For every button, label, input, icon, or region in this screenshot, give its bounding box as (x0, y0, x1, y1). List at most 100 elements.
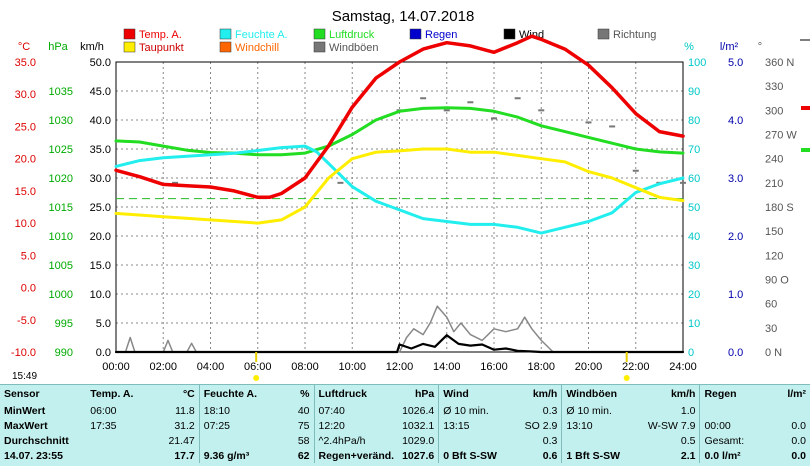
cell: 1.0 (680, 404, 696, 417)
y-tick-hpa: 1025 (49, 144, 73, 156)
x-tick-label: 04:00 (197, 361, 225, 373)
y-tick-temp: 35.0 (15, 57, 36, 69)
chart-series (114, 34, 686, 354)
y-tick-hpa: 1035 (49, 86, 73, 98)
direction-mark (491, 117, 497, 120)
y-tick-temp: 0.0 (21, 283, 36, 295)
cell: 1032.1 (402, 419, 435, 432)
y-tick-deg: 120 (765, 250, 783, 262)
series-line-feuchte-a- (114, 144, 685, 235)
direction-mark (467, 101, 474, 104)
y-tick-pct: 20 (688, 289, 700, 301)
axis-unit-pct: % (684, 41, 694, 53)
y-tick-deg: 330 (765, 81, 783, 93)
row-label: Durchschnitt (4, 434, 69, 447)
axis-unit-lm2: l/m² (720, 41, 739, 53)
x-tick-label: 12:00 (386, 361, 414, 373)
hdr-boeen-unit: km/h (670, 388, 696, 400)
cell: 00:00 (699, 418, 765, 433)
y-tick-deg: 270 W (765, 130, 797, 142)
x-axis: 00:00 02:00 04:00 06:00 08:00 10:00 12:00 14:00… (102, 352, 697, 381)
y-tick-pct: 50 (688, 202, 700, 214)
cell: 0.5 (680, 434, 696, 447)
hdr-wind: Wind (438, 385, 521, 403)
y-tick-lm2: 3.0 (728, 173, 743, 185)
y-tick-hpa: 1030 (49, 115, 73, 127)
y-tick-hpa: 990 (55, 347, 73, 359)
cell (198, 433, 276, 448)
direction-mark (609, 125, 616, 128)
y-tick-kmh: 45.0 (90, 86, 111, 98)
y-tick-deg: 240 (765, 154, 783, 166)
y-tick-temp: 20.0 (15, 154, 36, 166)
hdr-druck: Luftdruck (313, 385, 399, 403)
cell: 0.6 (542, 449, 558, 462)
y-tick-kmh: 40.0 (90, 115, 111, 127)
cell: Gesamt: (699, 433, 765, 448)
legend-label: Windchill (235, 42, 279, 54)
cell: 17:35 (90, 419, 117, 432)
axis-unit-deg: ° (758, 41, 762, 53)
legend-label: Luftdruck (329, 29, 375, 41)
cell: 1027.6 (402, 449, 435, 462)
legend-label: Richtung (613, 29, 656, 41)
row-label: 14.07. 23:55 (4, 449, 63, 462)
y-tick-deg: 60 (765, 299, 777, 311)
cell: 31.2 (174, 419, 195, 432)
y-tick-kmh: 30.0 (90, 173, 111, 185)
x-tick-label: 06:00 (244, 361, 272, 373)
axis-labels: °C hPa km/h% l/m² ° (18, 41, 762, 53)
y-tick-hpa: 1005 (49, 260, 73, 272)
y-tick-deg: 360 N (765, 57, 794, 69)
cell (561, 433, 644, 448)
cell: 1 Bft S-SW (561, 448, 644, 463)
hdr-feuchte: Feuchte A. (198, 385, 276, 403)
x-tick-label: 10:00 (338, 361, 366, 373)
cell (86, 448, 161, 463)
chart-grid (115, 61, 684, 353)
cell: 58 (297, 434, 310, 447)
cell: Ø 10 min. (561, 403, 644, 418)
legend-swatch (503, 28, 516, 40)
y-tick-lm2: 0.0 (728, 347, 743, 359)
hdr-temp-unit: °C (182, 388, 195, 400)
cell: 0.0 (791, 449, 806, 462)
y-tick-pct: 30 (688, 260, 700, 272)
cell: Regen+veränd. (313, 448, 399, 463)
legend-swatch (409, 28, 422, 40)
summary-table: Sensor Temp. A. °C Feuchte A. % Luftdruc… (0, 384, 810, 466)
legend-label: Windböen (329, 42, 379, 54)
y-tick-pct: 80 (688, 115, 700, 127)
direction-mark (514, 97, 521, 100)
direction-mark (632, 169, 639, 172)
right-edge-legend-stub (800, 39, 810, 152)
summary-row-avg: Durchschnitt 21.47 58 ^2.4hPa/h 1029.0 0… (0, 433, 810, 448)
x-tick-label: 24:00 (669, 361, 697, 373)
hdr-wind-unit: km/h (532, 388, 558, 400)
cell: 12:20 (313, 418, 399, 433)
y-tick-lm2: 4.0 (728, 115, 743, 127)
legend-swatch (313, 28, 326, 40)
hdr-feuchte-unit: % (300, 388, 310, 400)
direction-mark (443, 109, 450, 112)
direction-mark (420, 97, 427, 100)
y-tick-temp: -5.0 (17, 315, 36, 327)
cell: 17.7 (174, 449, 195, 462)
legend-label: Temp. A. (139, 29, 182, 41)
y-tick-kmh: 5.0 (96, 318, 111, 330)
series-line-wind (114, 334, 685, 354)
hdr-temp: Temp. A. (90, 388, 134, 400)
hdr-regen-unit: l/m² (787, 388, 806, 400)
y-tick-temp: -10.0 (11, 347, 36, 359)
y-tick-kmh: 50.0 (90, 57, 111, 69)
chart-title: Samstag, 14.07.2018 (332, 8, 475, 25)
y-tick-pct: 40 (688, 231, 700, 243)
sunrise-dot (253, 375, 260, 381)
legend-swatch (219, 28, 232, 40)
y-tick-kmh: 10.0 (90, 289, 111, 301)
y-tick-hpa: 1010 (49, 231, 73, 243)
legend-swatch (219, 41, 232, 53)
y-tick-kmh: 25.0 (90, 202, 111, 214)
y-tick-pct: 100 (688, 57, 706, 69)
x-tick-label: 02:00 (149, 361, 177, 373)
